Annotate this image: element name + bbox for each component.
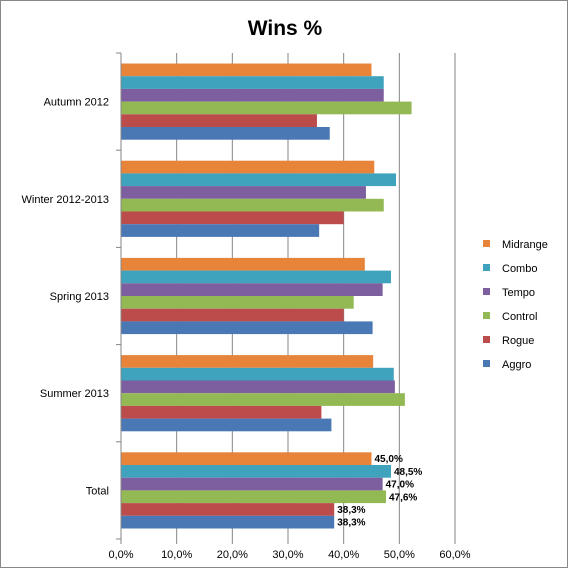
bar-midrange [121, 63, 372, 77]
bar-midrange [121, 355, 374, 368]
bar-midrange [121, 257, 365, 271]
bar-tempo [121, 380, 395, 394]
x-tick-label: 0,0% [108, 549, 133, 561]
legend-label: Midrange [502, 239, 548, 251]
bar-combo [121, 367, 394, 381]
legend-label: Aggro [502, 359, 531, 371]
category-label: Autumn 2012 [44, 97, 109, 109]
legend: Midrange Combo Tempo Control Rogue Aggro [483, 239, 548, 371]
bar-aggro [121, 224, 320, 237]
bar-rogue [121, 503, 335, 516]
legend-label: Tempo [502, 287, 535, 299]
chart-title: Wins % [248, 17, 323, 40]
x-tick-label: 40,0% [328, 549, 359, 561]
bar-aggro [121, 321, 373, 335]
data-label: 47,6% [389, 492, 417, 503]
legend-swatch [483, 240, 490, 247]
legend-swatch [483, 288, 490, 295]
category-label: Total [86, 485, 109, 497]
x-tick-label: 60,0% [439, 549, 470, 561]
bar-midrange [121, 452, 372, 465]
bar-aggro [121, 418, 332, 432]
bar-rogue [121, 211, 344, 225]
bar-tempo [121, 186, 366, 199]
bar-midrange [121, 160, 375, 174]
bar-rogue [121, 114, 317, 127]
data-label: 38,3% [337, 518, 365, 529]
data-labels: 45,0% 48,5% 47,0%47,6% 38,3% 38,3% [337, 454, 422, 529]
data-label: 45,0% [375, 454, 403, 465]
bar-control [121, 393, 405, 406]
x-tick-label: 50,0% [384, 549, 415, 561]
bar-aggro [121, 515, 335, 529]
data-label: 38,3% [337, 505, 365, 516]
legend-swatch [483, 264, 490, 271]
bar-aggro [121, 127, 330, 140]
bar-combo [121, 173, 396, 187]
bar-control [121, 490, 386, 504]
bar-control [121, 198, 384, 212]
category-label: Summer 2013 [40, 388, 109, 400]
bar-rogue [121, 405, 322, 419]
bar-combo [121, 76, 384, 89]
legend-swatch [483, 336, 490, 343]
x-tick-label: 20,0% [217, 549, 248, 561]
bar-tempo [121, 283, 383, 296]
bar-control [121, 296, 354, 309]
bar-combo [121, 270, 391, 284]
category-label: Spring 2013 [50, 291, 109, 303]
legend-label: Control [502, 311, 537, 323]
bar-tempo [121, 477, 383, 491]
bars [121, 63, 412, 529]
legend-label: Combo [502, 263, 537, 275]
data-label: 47,0% [386, 480, 414, 491]
legend-swatch [483, 360, 490, 367]
legend-swatch [483, 312, 490, 319]
category-label: Winter 2012-2013 [22, 194, 109, 206]
bar-tempo [121, 88, 384, 102]
bar-control [121, 101, 412, 115]
legend-label: Rogue [502, 335, 534, 347]
x-tick-label: 30,0% [272, 549, 303, 561]
bar-combo [121, 465, 391, 478]
axes: 0,0% 10,0% 20,0% 30,0% 40,0% 50,0% 60,0% Autumn… [22, 52, 471, 561]
bar-rogue [121, 308, 344, 322]
data-label: 48,5% [394, 467, 422, 478]
x-tick-label: 10,0% [161, 549, 192, 561]
